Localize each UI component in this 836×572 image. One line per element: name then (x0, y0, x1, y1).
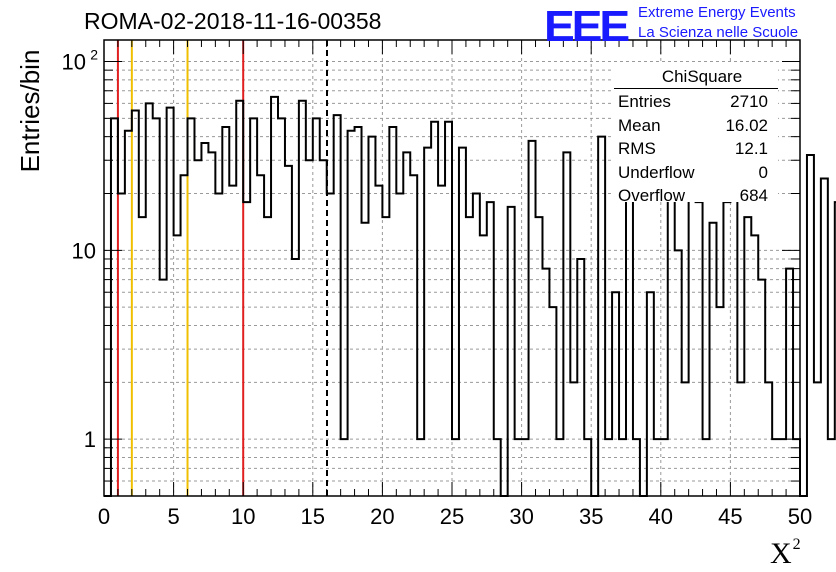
y-tick-label: 1 (84, 427, 96, 452)
x-tick-label: 15 (301, 504, 325, 529)
stats-value: 12.1 (734, 139, 768, 158)
x-tick-label: 20 (370, 504, 394, 529)
brand-line-1: Extreme Energy Events (638, 4, 796, 21)
x-tick-label: 0 (98, 504, 110, 529)
stats-key: Mean (618, 115, 661, 135)
x-axis-label-text: X (770, 537, 792, 570)
y-tick-label-exponent: 2 (90, 47, 98, 63)
stats-row-overflow: Overflow 684 (612, 183, 778, 207)
stats-key: RMS (618, 139, 656, 158)
stats-value: 0 (758, 162, 768, 182)
x-tick-label: 50 (788, 504, 812, 529)
stats-key: Entries (618, 92, 671, 111)
stats-value: 2710 (730, 92, 768, 111)
stats-row-entries: Entries 2710 (612, 89, 778, 113)
stats-key: Overflow (618, 186, 686, 205)
stats-value: 16.02 (725, 115, 768, 135)
x-tick-label: 10 (231, 504, 255, 529)
stats-row-rms: RMS 12.1 (612, 136, 778, 160)
x-axis-ticks: 0 5 10 15 20 25 30 35 40 45 50 (98, 40, 812, 529)
x-tick-label: 40 (649, 504, 673, 529)
x-tick-label: 25 (440, 504, 464, 529)
y-axis-label: Entries/bin (15, 49, 45, 173)
histogram-series (104, 95, 836, 497)
x-tick-label: 35 (579, 504, 603, 529)
reference-lines (116, 40, 328, 496)
stats-value: 684 (739, 186, 768, 205)
chart-title: ROMA-02-2018-11-16-00358 (84, 8, 382, 34)
brand-line-2: La Scienza nelle Scuole (638, 24, 799, 41)
x-tick-label: 30 (509, 504, 533, 529)
stats-box: ChiSquare Entries 2710 Mean 16.02 RMS 12… (612, 64, 778, 205)
x-axis-label: X2 (770, 536, 801, 571)
x-axis-label-exponent: 2 (792, 536, 801, 553)
x-tick-label: 5 (167, 504, 179, 529)
stats-key: Underflow (618, 162, 695, 182)
y-tick-label: 10 (72, 238, 96, 263)
eee-logo: EEE (544, 2, 630, 51)
stats-row-underflow: Underflow 0 (612, 160, 778, 184)
x-tick-label: 45 (718, 504, 742, 529)
stats-title: ChiSquare (614, 64, 778, 89)
y-tick-label: 10 (62, 50, 86, 75)
stats-row-mean: Mean 16.02 (612, 113, 778, 137)
